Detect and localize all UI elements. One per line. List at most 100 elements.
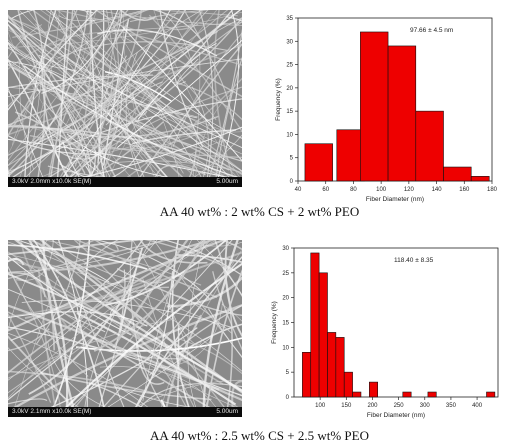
fiber <box>95 240 210 299</box>
fiber <box>8 20 242 172</box>
y-tick-label: 0 <box>290 179 294 185</box>
fiber <box>94 10 242 98</box>
fiber <box>40 327 198 413</box>
stats-annotation: 118.40 ± 8.35 <box>394 257 434 264</box>
y-axis-label: Frequency (%) <box>271 301 278 344</box>
sem-scale-2: 5.00um <box>216 408 238 415</box>
fiber <box>214 240 233 413</box>
fiber <box>15 240 110 283</box>
fiber <box>166 275 242 308</box>
fiber <box>124 379 242 413</box>
y-tick-label: 35 <box>286 16 293 22</box>
fiber <box>8 138 242 181</box>
fiber <box>8 398 48 405</box>
fiber <box>8 244 148 270</box>
histogram-bar <box>310 252 320 398</box>
y-tick-label: 5 <box>290 156 294 162</box>
x-tick-label: 100 <box>315 403 326 409</box>
histogram-bar <box>327 332 337 398</box>
fiber <box>8 11 242 48</box>
fiber <box>8 43 242 136</box>
y-tick-label: 25 <box>286 63 293 69</box>
x-tick-label: 350 <box>446 403 457 409</box>
histogram-bar <box>336 129 365 182</box>
histogram-bar <box>360 31 389 182</box>
histogram-bar <box>302 352 312 398</box>
y-tick-label: 10 <box>282 345 289 351</box>
histogram-bar <box>402 391 412 398</box>
fiber <box>8 240 158 381</box>
fiber <box>8 312 52 403</box>
fiber <box>68 280 134 288</box>
fiber <box>8 240 171 280</box>
sem-fibers-2 <box>8 240 242 417</box>
fiber <box>61 82 105 134</box>
sem-info-1: 3.0kV 2.0mm x10.0k SE(M) <box>12 178 92 185</box>
fiber <box>8 318 177 379</box>
fiber <box>105 10 241 126</box>
fiber <box>8 60 152 157</box>
fiber <box>8 24 163 183</box>
fiber <box>8 10 78 137</box>
x-tick-label: 160 <box>459 187 470 193</box>
fiber <box>208 308 242 359</box>
fiber <box>8 60 85 104</box>
fiber <box>70 70 115 183</box>
histogram-bar <box>427 391 437 398</box>
y-tick-label: 25 <box>282 271 289 277</box>
fiber <box>152 10 206 47</box>
fiber <box>178 338 242 375</box>
fiber <box>8 16 206 140</box>
x-tick-label: 140 <box>432 187 443 193</box>
fiber <box>102 240 228 307</box>
fiber <box>60 281 133 362</box>
fiber <box>119 247 144 334</box>
histogram-bar <box>470 176 490 182</box>
fiber <box>8 10 89 178</box>
fiber <box>122 10 157 183</box>
x-tick-label: 250 <box>394 403 405 409</box>
fiber <box>196 240 242 296</box>
fiber <box>205 269 242 413</box>
histogram-bar <box>486 391 496 398</box>
fiber <box>216 10 240 183</box>
fiber <box>102 29 217 121</box>
fiber <box>28 240 145 326</box>
fiber <box>8 47 198 119</box>
fiber <box>8 240 144 256</box>
fiber <box>131 92 148 116</box>
fiber <box>136 43 242 183</box>
fiber <box>20 240 72 332</box>
fiber <box>198 10 214 183</box>
sem-image-1: 3.0kV 2.0mm x10.0k SE(M) 5.00um <box>8 10 242 187</box>
fiber <box>8 24 43 59</box>
fiber <box>137 42 217 120</box>
fiber <box>8 58 35 76</box>
x-tick-label: 80 <box>350 187 357 193</box>
x-tick-label: 100 <box>376 187 387 193</box>
histogram-2: 100 150 200 250 300 350 400 0 5 10 15 20 25 30 Fiber D… <box>262 238 512 428</box>
fiber <box>8 134 102 156</box>
fiber <box>8 326 242 397</box>
fiber <box>192 52 201 183</box>
fiber <box>142 278 197 413</box>
histogram-bar <box>318 272 328 398</box>
fiber <box>60 262 242 413</box>
fiber <box>129 10 211 23</box>
y-tick-label: 20 <box>286 86 293 92</box>
fiber <box>8 32 93 70</box>
fiber <box>172 32 242 148</box>
histogram-bar <box>304 143 333 182</box>
fiber <box>77 286 169 333</box>
fiber <box>8 335 78 413</box>
histogram-bar <box>335 337 345 398</box>
fiber <box>122 26 242 162</box>
fiber <box>99 366 220 413</box>
sem-image-2: 3.0kV 2.1mm x10.0k SE(M) 5.00um <box>8 240 242 417</box>
fiber <box>8 90 41 129</box>
x-tick-label: 180 <box>487 187 498 193</box>
fiber <box>212 271 242 351</box>
fiber <box>148 304 242 376</box>
fiber <box>84 240 119 266</box>
fiber <box>20 17 242 183</box>
